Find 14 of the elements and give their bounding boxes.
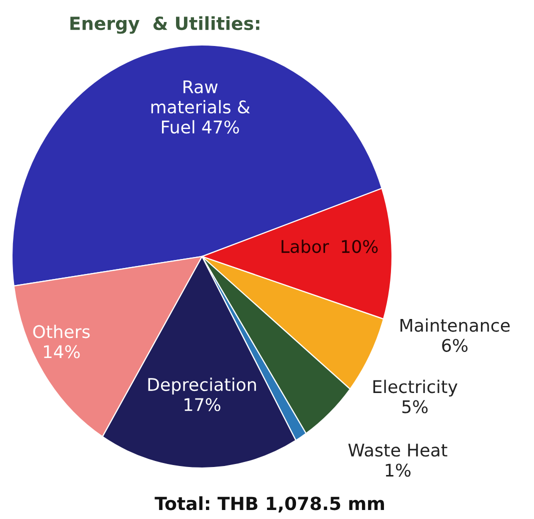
slice-label: Depreciation xyxy=(148,378,256,394)
chart-title: Energy & Utilities: xyxy=(70,16,260,34)
data-label: 6% xyxy=(442,338,468,352)
data-label: 17% xyxy=(184,398,220,412)
slice-label: Maintenance xyxy=(400,318,510,332)
slice-label: Waste Heat xyxy=(348,444,448,457)
slice-label: Electricity xyxy=(373,380,458,397)
slice-label: Raw materials & Fuel 47% xyxy=(151,80,250,134)
data-label: 14% xyxy=(44,345,80,358)
text: Total: THB 1,078.5 mm xyxy=(154,496,384,513)
slice-label: Others xyxy=(33,324,90,338)
data-label: 1% xyxy=(386,464,411,477)
slice-label: Labor 10% xyxy=(282,240,378,254)
data-label: 5% xyxy=(402,400,428,414)
